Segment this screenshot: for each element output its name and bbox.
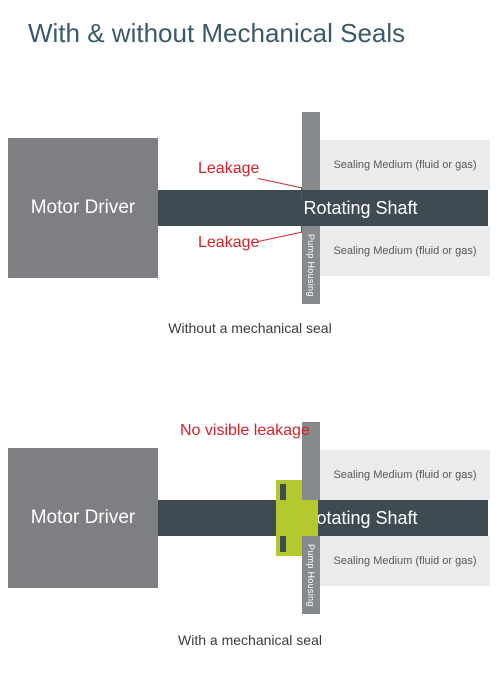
pump-housing-upper <box>302 112 320 190</box>
leakage-label-bottom: Leakage <box>198 234 259 252</box>
motor-block: Motor Driver <box>8 138 158 278</box>
seal-ridge-icon <box>280 536 286 552</box>
rotating-shaft: Rotating Shaft <box>158 500 488 536</box>
sealing-medium-upper: Sealing Medium (fluid or gas) <box>320 140 490 190</box>
pump-housing-label: Pump Housing <box>302 228 320 302</box>
seal-ridge-icon <box>280 484 286 500</box>
rotating-shaft: Rotating Shaft <box>158 190 488 226</box>
motor-block: Motor Driver <box>8 448 158 588</box>
caption-without: Without a mechanical seal <box>0 320 500 336</box>
leakage-label-top: Leakage <box>198 160 259 178</box>
sealing-medium-upper: Sealing Medium (fluid or gas) <box>320 450 490 500</box>
page-title: With & without Mechanical Seals <box>28 18 405 49</box>
sealing-medium-lower: Sealing Medium (fluid or gas) <box>320 226 490 276</box>
sealing-medium-lower: Sealing Medium (fluid or gas) <box>320 536 490 586</box>
no-leakage-label: No visible leakage <box>180 422 310 440</box>
caption-with: With a mechanical seal <box>0 632 500 648</box>
pump-housing-label: Pump Housing <box>302 538 320 612</box>
